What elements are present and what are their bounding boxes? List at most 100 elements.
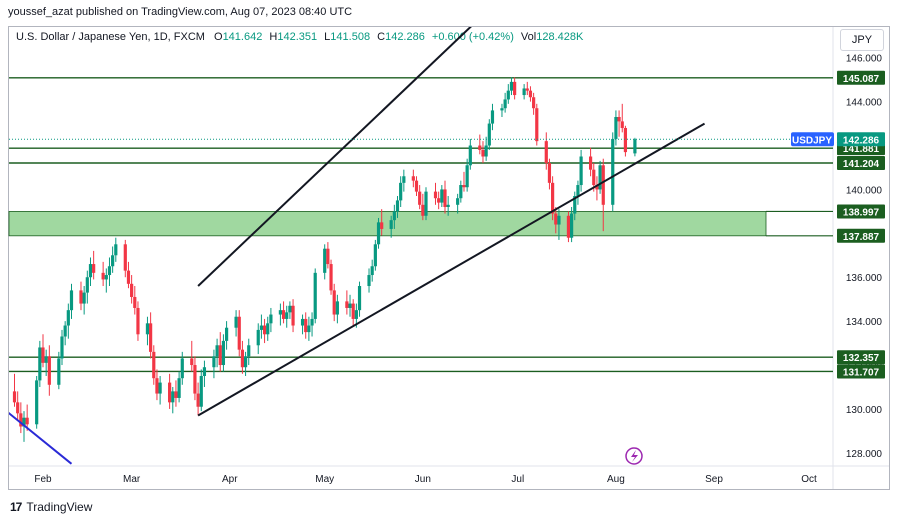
- candle-body[interactable]: [370, 266, 374, 276]
- candle-body[interactable]: [123, 244, 127, 271]
- candle-body[interactable]: [152, 351, 156, 379]
- candle-body[interactable]: [310, 318, 314, 326]
- candle-body[interactable]: [509, 81, 514, 91]
- candle-body[interactable]: [380, 222, 384, 229]
- candle-body[interactable]: [307, 325, 311, 333]
- trendline-down[interactable]: [0, 387, 73, 465]
- candle-body[interactable]: [218, 345, 222, 366]
- candle-body[interactable]: [3, 391, 6, 400]
- candle-body[interactable]: [500, 108, 504, 111]
- candle-body[interactable]: [79, 290, 83, 304]
- candle-body[interactable]: [114, 244, 118, 256]
- candle-body[interactable]: [395, 200, 400, 212]
- candle-body[interactable]: [503, 99, 507, 109]
- candle-body[interactable]: [532, 97, 536, 109]
- candle-body[interactable]: [459, 185, 463, 199]
- candle-body[interactable]: [437, 198, 441, 203]
- candle-body[interactable]: [601, 165, 605, 205]
- support-zone[interactable]: [8, 211, 767, 237]
- candle-body[interactable]: [88, 264, 93, 278]
- candle-body[interactable]: [288, 305, 292, 313]
- candle-body[interactable]: [573, 196, 577, 214]
- currency-button[interactable]: JPY: [840, 29, 884, 51]
- channel-upper-line[interactable]: [197, 0, 641, 287]
- candle-body[interactable]: [525, 88, 529, 91]
- candle-body[interactable]: [446, 204, 450, 207]
- candle-body[interactable]: [481, 149, 485, 157]
- candle-body[interactable]: [614, 116, 618, 139]
- candle-body[interactable]: [300, 318, 305, 326]
- candle-body[interactable]: [193, 365, 197, 394]
- candle-body[interactable]: [354, 310, 358, 319]
- candle-body[interactable]: [611, 138, 615, 205]
- candle-body[interactable]: [579, 156, 583, 186]
- candle-body[interactable]: [433, 191, 438, 199]
- candle-body[interactable]: [468, 145, 472, 166]
- candle-body[interactable]: [598, 165, 602, 190]
- candle-body[interactable]: [92, 264, 96, 273]
- candle-body[interactable]: [171, 391, 175, 403]
- candle-body[interactable]: [348, 303, 352, 308]
- candle-body[interactable]: [85, 277, 89, 293]
- candle-body[interactable]: [44, 356, 48, 363]
- candle-body[interactable]: [237, 316, 241, 350]
- candle-body[interactable]: [158, 382, 162, 394]
- candle-body[interactable]: [25, 417, 29, 425]
- candle-body[interactable]: [281, 310, 286, 319]
- candle-body[interactable]: [247, 345, 251, 357]
- candle-body[interactable]: [262, 325, 267, 335]
- candle-body[interactable]: [414, 180, 419, 192]
- candle-body[interactable]: [180, 358, 184, 379]
- candle-body[interactable]: [551, 182, 555, 214]
- candle-body[interactable]: [155, 378, 159, 394]
- candle-body[interactable]: [399, 182, 403, 201]
- candle-body[interactable]: [47, 356, 51, 385]
- candle-body[interactable]: [38, 347, 42, 381]
- candle-body[interactable]: [570, 213, 574, 238]
- candle-body[interactable]: [174, 391, 178, 398]
- candle-body[interactable]: [506, 90, 510, 100]
- candle-body[interactable]: [12, 391, 17, 403]
- candle-body[interactable]: [335, 301, 339, 315]
- candle-body[interactable]: [278, 310, 282, 315]
- candle-body[interactable]: [196, 393, 200, 407]
- candle-body[interactable]: [126, 270, 131, 284]
- candle-body[interactable]: [456, 198, 460, 205]
- candle-body[interactable]: [22, 417, 26, 427]
- candle-body[interactable]: [424, 191, 428, 216]
- candle-body[interactable]: [66, 310, 70, 326]
- candle-body[interactable]: [41, 347, 45, 363]
- candle-body[interactable]: [136, 307, 140, 335]
- candle-body[interactable]: [566, 215, 571, 238]
- candle-body[interactable]: [544, 141, 548, 164]
- candle-body[interactable]: [490, 110, 495, 124]
- candle-body[interactable]: [202, 367, 207, 377]
- candle-body[interactable]: [576, 185, 580, 197]
- candle-body[interactable]: [69, 290, 74, 311]
- candle-body[interactable]: [547, 163, 552, 183]
- candle-body[interactable]: [304, 318, 308, 333]
- candle-body[interactable]: [440, 189, 444, 203]
- candle-body[interactable]: [130, 283, 134, 297]
- candle-body[interactable]: [620, 121, 624, 128]
- candle-body[interactable]: [0, 394, 3, 401]
- candle-body[interactable]: [522, 88, 526, 96]
- candle-body[interactable]: [421, 204, 425, 216]
- candle-body[interactable]: [633, 139, 637, 154]
- candle-body[interactable]: [326, 248, 330, 265]
- candle-body[interactable]: [357, 286, 362, 311]
- candle-body[interactable]: [168, 382, 172, 403]
- candle-body[interactable]: [291, 305, 295, 326]
- candle-body[interactable]: [465, 165, 469, 188]
- candle-body[interactable]: [145, 323, 150, 335]
- candle-body[interactable]: [16, 402, 20, 414]
- candle-body[interactable]: [528, 90, 533, 98]
- candle-body[interactable]: [329, 264, 333, 291]
- candle-body[interactable]: [443, 189, 447, 207]
- candle-body[interactable]: [149, 323, 153, 352]
- candle-body[interactable]: [190, 358, 194, 366]
- candle-body[interactable]: [478, 145, 482, 150]
- candle-body[interactable]: [224, 327, 229, 341]
- candle-body[interactable]: [418, 191, 422, 205]
